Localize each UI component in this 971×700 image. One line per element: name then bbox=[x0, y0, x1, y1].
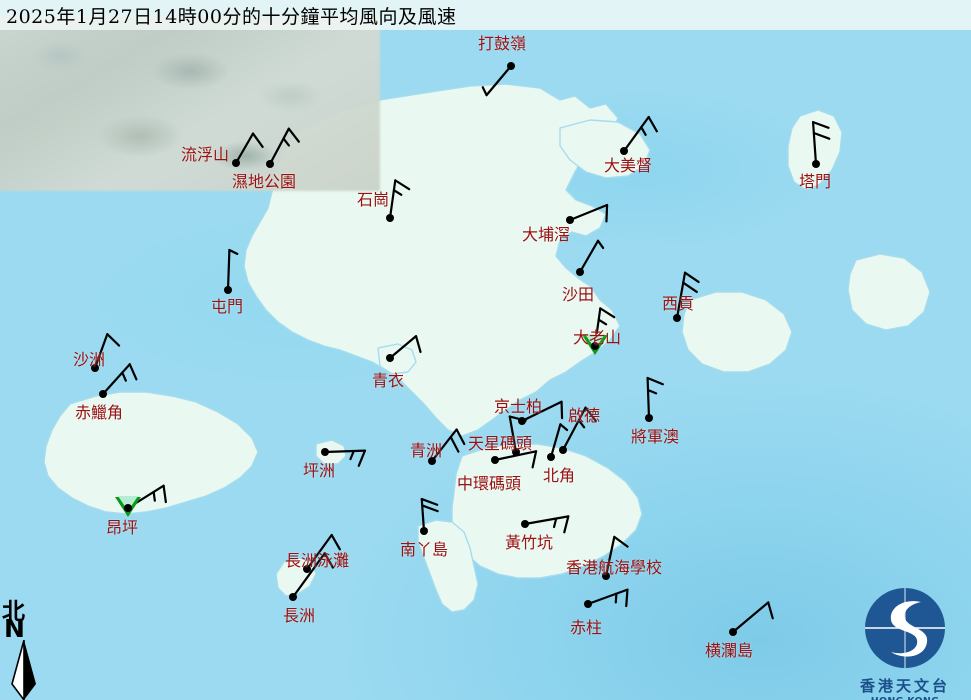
station-label: 青洲 bbox=[410, 441, 443, 460]
title-bar: 2025年1月27日14時00分的十分鐘平均風向及風速 bbox=[0, 0, 971, 30]
station-label: 屯門 bbox=[211, 297, 244, 316]
north-arrow-needle bbox=[11, 640, 36, 700]
station-label: 石崗 bbox=[357, 190, 390, 209]
station-dot-icon bbox=[591, 342, 599, 350]
station-label: 將軍澳 bbox=[631, 427, 680, 446]
hko-emblem-icon bbox=[865, 588, 945, 668]
station-label: 青衣 bbox=[372, 371, 405, 390]
station-dot-icon bbox=[521, 520, 529, 528]
station-dot-icon bbox=[576, 268, 584, 276]
north-arrow-cn-label: 北 bbox=[2, 598, 25, 625]
station-label: 横瀾島 bbox=[705, 641, 754, 660]
hko-logo: 香港天文台 HONG KONG OBSERVATORY bbox=[846, 586, 964, 700]
station-dot-icon bbox=[812, 160, 820, 168]
station-label: 天星碼頭 bbox=[468, 434, 533, 453]
station-dot-icon bbox=[303, 565, 311, 573]
station-label: 大埔滘 bbox=[522, 225, 571, 244]
station-dot-icon bbox=[386, 214, 394, 222]
station-dot-icon bbox=[518, 417, 526, 425]
station-label: 香港航海學校 bbox=[566, 558, 663, 577]
mainland-satellite-texture bbox=[0, 16, 380, 191]
station-dot-icon bbox=[507, 62, 515, 70]
station-dot-icon bbox=[559, 446, 567, 454]
station-label: 流浮山 bbox=[181, 145, 230, 164]
north-arrow-en-label: N bbox=[4, 614, 25, 643]
station-dot-icon bbox=[124, 504, 132, 512]
station-label: 長洲泳灘 bbox=[285, 551, 350, 570]
station-label: 中環碼頭 bbox=[457, 474, 522, 493]
station-label: 京士柏 bbox=[494, 397, 543, 416]
station-label: 大美督 bbox=[604, 156, 653, 175]
station-label: 昂坪 bbox=[106, 518, 139, 537]
station-dot-icon bbox=[91, 364, 99, 372]
station-label: 赤鱲角 bbox=[75, 403, 124, 422]
station-label: 赤柱 bbox=[570, 618, 603, 637]
station-dot-icon bbox=[620, 147, 628, 155]
station-dot-icon bbox=[224, 286, 232, 294]
station-label: 西貢 bbox=[662, 294, 695, 313]
station-dot-icon bbox=[547, 453, 555, 461]
station-label: 打鼓嶺 bbox=[478, 34, 527, 53]
station-label: 坪洲 bbox=[303, 461, 336, 480]
station-dot-icon bbox=[428, 457, 436, 465]
station-dot-icon bbox=[512, 448, 520, 456]
station-label: 啟德 bbox=[568, 406, 601, 425]
station-dot-icon bbox=[289, 593, 297, 601]
station-label: 大老山 bbox=[573, 328, 622, 347]
station-dot-icon bbox=[99, 390, 107, 398]
station-label: 沙田 bbox=[562, 285, 595, 304]
hko-logo-en: HONG KONG OBSERVATORY bbox=[846, 696, 964, 700]
station-label: 南丫島 bbox=[400, 540, 449, 559]
page-title: 2025年1月27日14時00分的十分鐘平均風向及風速 bbox=[6, 6, 457, 28]
station-dot-icon bbox=[386, 354, 394, 362]
north-arrow: 北 N bbox=[2, 592, 56, 700]
station-dot-icon bbox=[420, 527, 428, 535]
hko-logo-cn: 香港天文台 bbox=[859, 677, 950, 695]
station-dot-icon bbox=[566, 216, 574, 224]
station-label: 沙洲 bbox=[73, 350, 106, 369]
station-label: 塔門 bbox=[799, 172, 832, 191]
station-dot-icon bbox=[729, 628, 737, 636]
station-dot-icon bbox=[266, 160, 274, 168]
station-label: 北角 bbox=[543, 466, 576, 485]
station-label: 黃竹坑 bbox=[505, 533, 554, 552]
station-dot-icon bbox=[673, 314, 681, 322]
station-dot-icon bbox=[321, 448, 329, 456]
station-dot-icon bbox=[232, 159, 240, 167]
station-label: 濕地公園 bbox=[232, 172, 297, 191]
station-dot-icon bbox=[584, 600, 592, 608]
station-dot-icon bbox=[645, 414, 653, 422]
station-dot-icon bbox=[491, 456, 499, 464]
station-dot-icon bbox=[602, 572, 610, 580]
station-label: 長洲 bbox=[283, 606, 316, 625]
